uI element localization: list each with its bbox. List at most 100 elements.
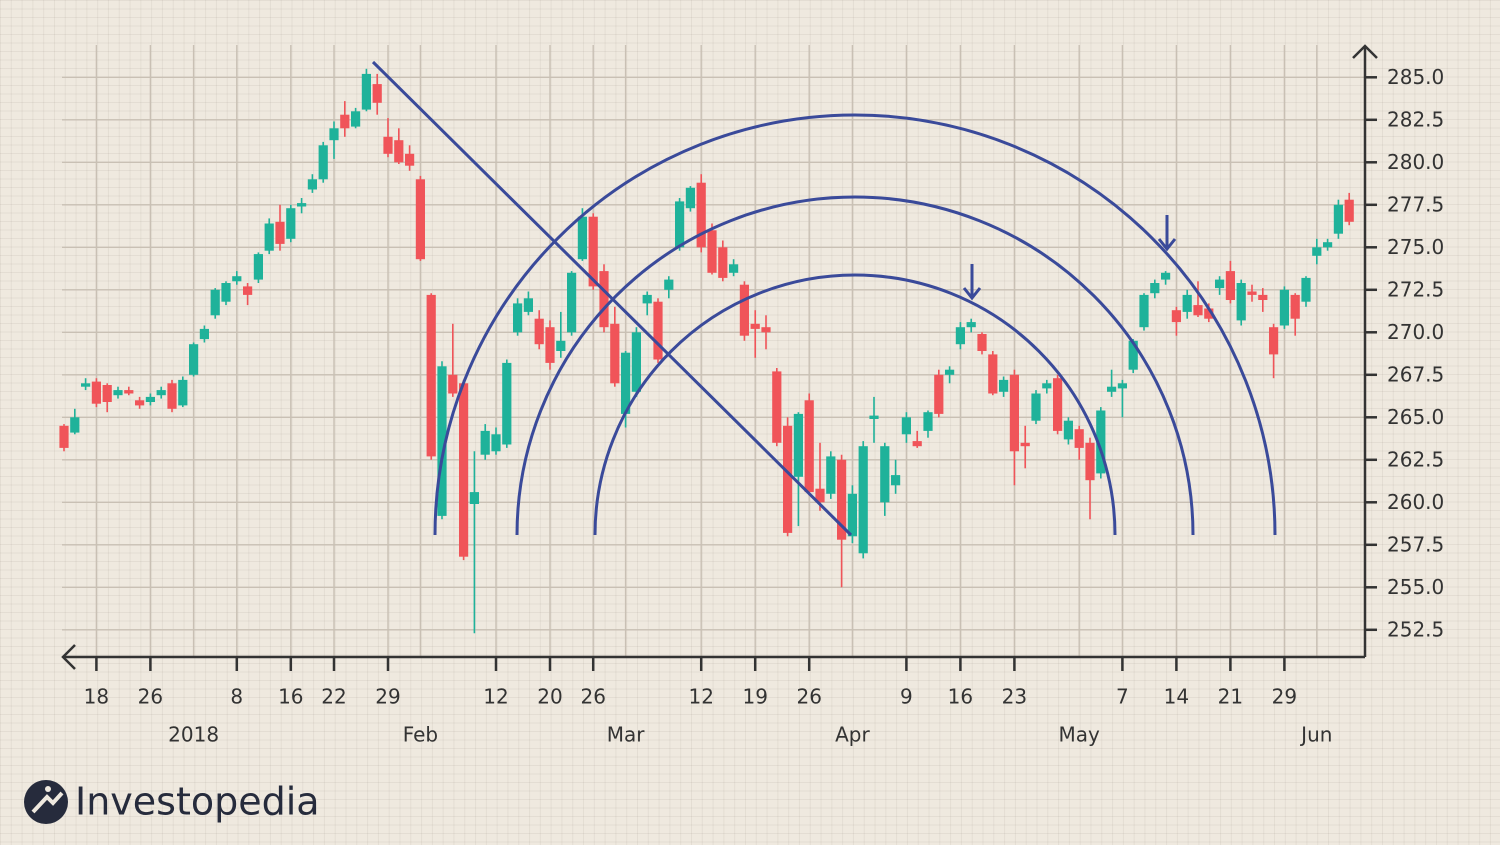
candle-body	[189, 344, 199, 375]
x-tick-label: 16	[948, 685, 973, 709]
candle-body	[340, 114, 350, 129]
x-tick-label: 29	[1272, 685, 1297, 709]
x-tick-label: 29	[375, 685, 400, 709]
y-tick-label: 277.5	[1387, 192, 1444, 216]
period-label: Mar	[607, 723, 646, 747]
x-tick-label: 26	[138, 685, 163, 709]
candle-body	[275, 221, 285, 244]
period-label: Feb	[403, 723, 438, 747]
candle-body	[761, 327, 771, 333]
candle-body	[1096, 410, 1106, 474]
candle-body	[631, 332, 641, 392]
candles	[59, 68, 1354, 634]
candle-body	[297, 203, 307, 207]
candle-body	[966, 322, 976, 328]
candle-body	[1279, 289, 1289, 326]
candle-body	[1204, 308, 1214, 319]
period-label: May	[1059, 723, 1101, 747]
x-tick-label: 8	[230, 685, 243, 709]
candle-body	[1150, 283, 1160, 294]
candle-body	[167, 383, 177, 409]
candle-body	[588, 216, 598, 287]
candle-body	[1269, 327, 1279, 355]
candle-body	[124, 390, 134, 394]
candle-body	[361, 73, 371, 110]
period-label: 2018	[168, 723, 219, 747]
candle-body	[847, 493, 857, 537]
candle-body	[696, 182, 706, 248]
x-tick-label: 12	[688, 685, 713, 709]
candle-body	[685, 187, 695, 209]
y-tick-label: 285.0	[1387, 65, 1444, 89]
candle-body	[81, 383, 91, 387]
fib-arc	[593, 273, 1117, 536]
y-tick-label: 282.5	[1387, 107, 1444, 131]
candle-body	[459, 383, 469, 557]
candle-body	[901, 417, 911, 435]
x-tick-label: 9	[900, 685, 913, 709]
candle-body	[221, 283, 231, 302]
candle-body	[1182, 294, 1192, 312]
grid	[62, 45, 1365, 657]
candle-body	[178, 379, 188, 406]
candle-body	[610, 323, 620, 384]
candle-body	[426, 294, 436, 457]
candle-body	[253, 254, 263, 280]
y-tick-label: 257.5	[1387, 532, 1444, 556]
arrow	[1157, 215, 1177, 252]
x-tick-label: 16	[278, 685, 303, 709]
candle-body	[815, 488, 825, 503]
candle-body	[437, 366, 447, 516]
candle-body	[318, 145, 328, 180]
arrow	[962, 264, 982, 301]
candle-body	[1074, 429, 1084, 448]
candle-body	[599, 271, 609, 328]
candle-body	[243, 286, 253, 295]
candle-body	[1053, 378, 1063, 431]
candle-body	[729, 264, 739, 273]
candle-body	[1171, 310, 1181, 323]
candle-body	[577, 216, 587, 260]
candle-body	[999, 379, 1009, 392]
candle-body	[772, 371, 782, 443]
candle-body	[653, 301, 663, 360]
candle-body	[826, 456, 836, 494]
candle-body	[858, 446, 868, 554]
x-tick-label: 18	[84, 685, 109, 709]
candle-body	[1031, 393, 1041, 421]
candle-body	[286, 208, 296, 239]
candle-body	[394, 140, 404, 163]
y-axis-arrow	[1352, 44, 1378, 59]
candle-body	[351, 111, 361, 127]
ticks: 252.5 255.0 257.5 260.0 262.5 265.0 267.5 270.0…	[84, 65, 1445, 747]
x-tick-label: 14	[1164, 685, 1189, 709]
candle-body	[642, 294, 652, 304]
candle-body	[1323, 242, 1333, 248]
x-tick-label: 22	[321, 685, 346, 709]
candle-body	[1236, 283, 1246, 321]
candle-body	[880, 446, 890, 503]
candle-body	[869, 415, 879, 419]
candle-body	[1042, 383, 1052, 389]
candle-body	[232, 276, 242, 282]
candle-body	[534, 318, 544, 345]
candle-body	[567, 272, 577, 333]
x-tick-label: 20	[537, 685, 562, 709]
candle-body	[793, 413, 803, 477]
candle-body	[1215, 279, 1225, 289]
candle-body	[156, 390, 166, 396]
x-tick-label: 26	[796, 685, 821, 709]
candle-body	[1344, 199, 1354, 222]
candle-body	[1290, 294, 1300, 319]
candle-body	[469, 492, 479, 504]
x-axis-arrow	[61, 644, 76, 670]
candle-body	[502, 362, 512, 445]
candle-body	[1107, 386, 1117, 392]
candle-body	[783, 425, 793, 533]
x-tick-label: 12	[483, 685, 508, 709]
candle-body	[1312, 247, 1322, 256]
candle-body	[1117, 383, 1127, 389]
x-tick-label: 23	[1002, 685, 1027, 709]
y-tick-label: 272.5	[1387, 277, 1444, 301]
